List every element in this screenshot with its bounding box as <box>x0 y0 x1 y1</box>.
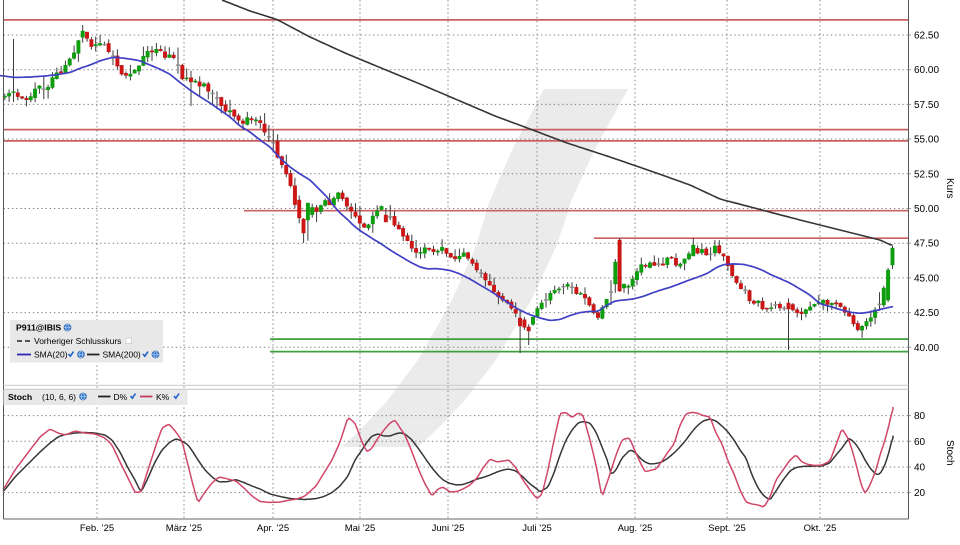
svg-text:20: 20 <box>914 488 926 499</box>
svg-text:K%: K% <box>156 392 170 402</box>
svg-text:60: 60 <box>914 437 926 448</box>
svg-text:Stoch: Stoch <box>944 440 955 466</box>
svg-text:Mai ’25: Mai ’25 <box>345 523 376 534</box>
svg-text:SMA(200): SMA(200) <box>103 350 141 360</box>
svg-text:Sept. ’25: Sept. ’25 <box>708 523 746 534</box>
svg-text:P911@IBIS: P911@IBIS <box>16 323 61 333</box>
svg-text:60.00: 60.00 <box>914 65 939 76</box>
svg-text:45.00: 45.00 <box>914 273 939 284</box>
svg-text:(10, 6, 6): (10, 6, 6) <box>42 392 76 402</box>
svg-text:März ’25: März ’25 <box>166 523 202 534</box>
svg-text:62.50: 62.50 <box>914 31 939 42</box>
svg-text:Apr. ’25: Apr. ’25 <box>257 523 289 534</box>
svg-text:Aug. ’25: Aug. ’25 <box>618 523 653 534</box>
svg-text:57.50: 57.50 <box>914 100 939 111</box>
svg-text:Stoch: Stoch <box>8 392 32 402</box>
svg-text:40: 40 <box>914 463 926 474</box>
svg-text:Feb. ’25: Feb. ’25 <box>80 523 114 534</box>
svg-text:Okt. ’25: Okt. ’25 <box>804 523 837 534</box>
svg-text:55.00: 55.00 <box>914 135 939 146</box>
svg-text:SMA(20): SMA(20) <box>34 350 68 360</box>
svg-text:Vorheriger Schlusskurs: Vorheriger Schlusskurs <box>34 336 121 346</box>
svg-text:50.00: 50.00 <box>914 204 939 215</box>
svg-text:80: 80 <box>914 411 926 422</box>
svg-text:52.50: 52.50 <box>914 169 939 180</box>
svg-text:D%: D% <box>114 392 128 402</box>
svg-text:Juni ’25: Juni ’25 <box>432 523 465 534</box>
svg-text:Juli ’25: Juli ’25 <box>522 523 552 534</box>
svg-text:Kurs: Kurs <box>944 178 955 199</box>
svg-text:47.50: 47.50 <box>914 239 939 250</box>
svg-text:40.00: 40.00 <box>914 343 939 354</box>
svg-text:42.50: 42.50 <box>914 308 939 319</box>
